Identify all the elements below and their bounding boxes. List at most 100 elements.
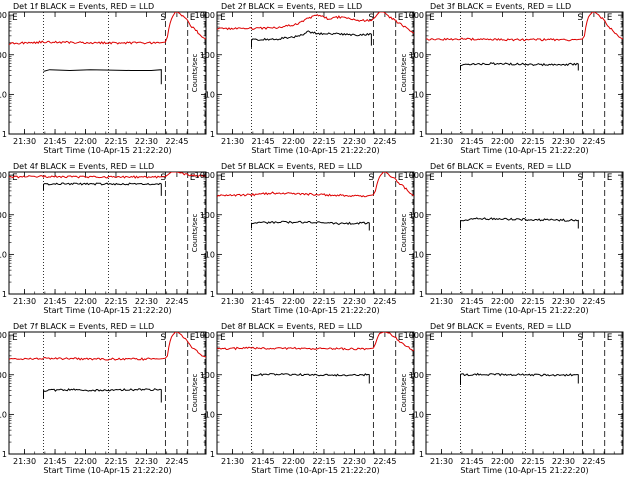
y-tick-label: 1 bbox=[2, 290, 7, 299]
events-series-line bbox=[43, 69, 162, 85]
plot-frame bbox=[216, 331, 415, 455]
y-tick-label: 10 bbox=[0, 90, 7, 99]
x-tick-label: 21:45 bbox=[252, 137, 275, 146]
lld-series-line bbox=[9, 12, 206, 46]
marker-letter-s: S bbox=[368, 13, 374, 23]
marker-letter-e: E bbox=[607, 173, 613, 183]
y-tick-label: 1 bbox=[419, 450, 424, 459]
lld-series-line bbox=[9, 332, 206, 361]
y-tick-label: 10 bbox=[205, 250, 215, 259]
x-tick-label: 22:45 bbox=[165, 137, 188, 146]
x-tick-label: 22:30 bbox=[343, 137, 366, 146]
x-tick-label: 22:00 bbox=[74, 457, 97, 466]
marker-letter-s: S bbox=[160, 173, 166, 183]
marker-letter-e: E bbox=[190, 333, 196, 343]
y-tick-label: 1 bbox=[419, 130, 424, 139]
y-tick-label: 100 bbox=[409, 211, 424, 220]
plot-title: Det 9f BLACK = Events, RED = LLD bbox=[430, 322, 571, 331]
x-tick-label: 21:45 bbox=[44, 137, 67, 146]
x-axis-label: Start Time (10-Apr-15 21:22:20) bbox=[460, 466, 588, 475]
events-series-line bbox=[460, 372, 579, 385]
plot-frame bbox=[216, 171, 415, 295]
marker-letter-e: E bbox=[429, 13, 435, 23]
events-series-line bbox=[251, 30, 372, 48]
y-axis-label: Counts/sec bbox=[400, 374, 408, 413]
marker-letter-s: S bbox=[160, 13, 166, 23]
y-tick-label: 10 bbox=[205, 410, 215, 419]
x-tick-label: 21:45 bbox=[44, 297, 67, 306]
marker-letter-s: S bbox=[160, 333, 166, 343]
x-tick-label: 22:15 bbox=[104, 137, 127, 146]
x-tick-label: 22:30 bbox=[135, 297, 158, 306]
x-tick-label: 22:00 bbox=[74, 297, 97, 306]
plot-title: Det 8f BLACK = Events, RED = LLD bbox=[221, 322, 362, 331]
x-tick-label: 21:30 bbox=[221, 457, 244, 466]
x-tick-label: 21:30 bbox=[221, 297, 244, 306]
plot-frame bbox=[8, 331, 207, 455]
x-tick-label: 21:30 bbox=[13, 137, 36, 146]
x-tick-label: 22:15 bbox=[521, 297, 544, 306]
y-tick-label: 100 bbox=[0, 371, 7, 380]
x-axis-label: Start Time (10-Apr-15 21:22:20) bbox=[43, 146, 171, 155]
plot-panel-6: Det 6f BLACK = Events, RED = LLD 1 10 100 10… bbox=[400, 162, 624, 315]
plot-title: Det 1f BLACK = Events, RED = LLD bbox=[13, 2, 154, 11]
x-tick-label: 22:30 bbox=[552, 137, 575, 146]
marker-letter-e: E bbox=[12, 173, 18, 183]
y-tick-label: 1000 bbox=[195, 171, 215, 180]
y-tick-label: 10 bbox=[414, 250, 424, 259]
y-axis-label: Counts/sec bbox=[191, 374, 199, 413]
y-tick-label: 10 bbox=[205, 90, 215, 99]
x-tick-label: 22:45 bbox=[373, 137, 396, 146]
plot-panel-3: Det 3f BLACK = Events, RED = LLD 1 10 100 10… bbox=[400, 2, 624, 155]
lld-series-line bbox=[9, 172, 206, 179]
plot-panel-4: Det 4f BLACK = Events, RED = LLD 1 10 100 10… bbox=[0, 162, 207, 315]
x-tick-label: 21:30 bbox=[430, 457, 453, 466]
y-tick-label: 100 bbox=[200, 51, 215, 60]
marker-letter-s: S bbox=[368, 173, 374, 183]
marker-letter-e: E bbox=[429, 333, 435, 343]
marker-letter-e: E bbox=[12, 13, 18, 23]
x-tick-label: 21:45 bbox=[461, 457, 484, 466]
x-tick-label: 21:45 bbox=[44, 457, 67, 466]
x-tick-label: 21:30 bbox=[221, 137, 244, 146]
y-tick-label: 1000 bbox=[0, 331, 7, 340]
y-tick-label: 1 bbox=[210, 450, 215, 459]
marker-letter-e: E bbox=[220, 333, 226, 343]
plot-frame bbox=[8, 171, 207, 295]
y-tick-label: 1000 bbox=[404, 171, 424, 180]
y-axis-label: Counts/sec bbox=[191, 54, 199, 93]
y-tick-label: 100 bbox=[0, 51, 7, 60]
marker-letter-e: E bbox=[398, 173, 404, 183]
lld-series-line bbox=[217, 172, 414, 198]
plot-frame bbox=[425, 11, 624, 135]
x-tick-label: 22:00 bbox=[74, 137, 97, 146]
x-tick-label: 22:45 bbox=[582, 137, 605, 146]
marker-letter-e: E bbox=[398, 333, 404, 343]
y-tick-label: 1 bbox=[210, 130, 215, 139]
x-axis-label: Start Time (10-Apr-15 21:22:20) bbox=[251, 306, 379, 315]
marker-letter-e: E bbox=[190, 13, 196, 23]
y-tick-label: 1000 bbox=[404, 331, 424, 340]
events-series-line bbox=[43, 388, 162, 403]
x-tick-label: 22:00 bbox=[282, 457, 305, 466]
marker-letter-s: S bbox=[577, 173, 583, 183]
x-tick-label: 22:15 bbox=[104, 457, 127, 466]
y-tick-label: 100 bbox=[409, 51, 424, 60]
y-tick-label: 1000 bbox=[0, 171, 7, 180]
x-tick-label: 21:30 bbox=[430, 297, 453, 306]
x-tick-label: 22:15 bbox=[104, 297, 127, 306]
y-tick-label: 1000 bbox=[195, 11, 215, 20]
plot-frame bbox=[425, 331, 624, 455]
lld-series-line bbox=[426, 12, 623, 42]
marker-letter-e: E bbox=[190, 173, 196, 183]
events-series-line bbox=[460, 62, 579, 71]
x-tick-label: 21:45 bbox=[252, 297, 275, 306]
plot-title: Det 6f BLACK = Events, RED = LLD bbox=[430, 162, 571, 171]
y-tick-label: 1000 bbox=[404, 11, 424, 20]
x-tick-label: 21:45 bbox=[461, 137, 484, 146]
x-tick-label: 21:45 bbox=[461, 297, 484, 306]
marker-letter-e: E bbox=[607, 13, 613, 23]
x-tick-label: 22:30 bbox=[552, 457, 575, 466]
y-tick-label: 100 bbox=[0, 211, 7, 220]
